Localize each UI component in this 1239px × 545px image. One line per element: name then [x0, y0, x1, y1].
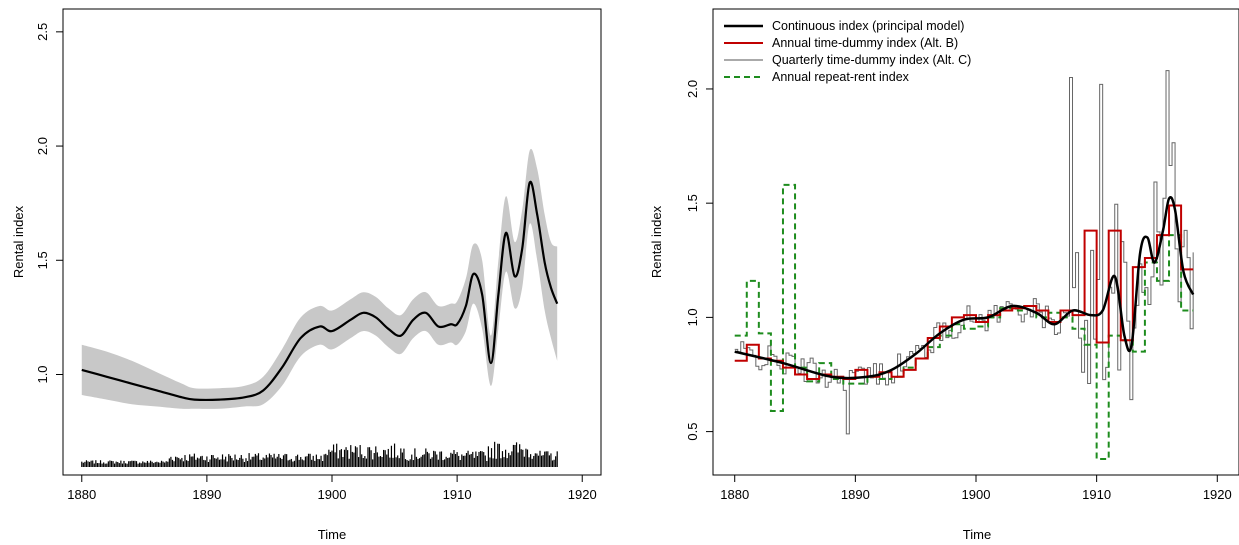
left-x-axis-title: Time: [318, 527, 346, 542]
right-x-axis: 1880 1890 1900 1910 1920: [720, 475, 1232, 502]
quarterly-index-path: [734, 70, 1194, 435]
annual-index-line: [734, 204, 1194, 381]
right-y-axis: 0.5 1.0 1.5 2.0: [685, 80, 713, 441]
legend-label-continuous: Continuous index (principal model): [772, 19, 964, 33]
left-y-axis-title: Rental index: [11, 205, 26, 278]
repeat-rent-index-line: [734, 183, 1194, 461]
index-line: [81, 180, 559, 402]
left-panel: 1880 1890 1900 1910 1920 1.0 1.5 2.0 2.5 Time R…: [11, 8, 602, 542]
confidence-band-area: [81, 148, 558, 409]
legend-label-repeat-rent: Annual repeat-rent index: [772, 70, 910, 84]
y-tick-label: 2.0: [685, 80, 700, 98]
right-x-axis-title: Time: [963, 527, 991, 542]
quarterly-index-line: [734, 70, 1194, 435]
right-y-axis-title: Rental index: [649, 205, 664, 278]
y-tick-label: 2.5: [35, 23, 50, 41]
x-tick-label: 1900: [962, 487, 991, 502]
left-x-axis: 1880 1890 1900 1910 1920: [67, 475, 597, 502]
x-tick-label: 1880: [720, 487, 749, 502]
x-tick-label: 1890: [841, 487, 870, 502]
x-tick-label: 1920: [1203, 487, 1232, 502]
right-panel: 1880 1890 1900 1910 1920 0.5 1.0 1.5 2.0 Time R…: [649, 8, 1239, 542]
y-tick-label: 1.0: [685, 308, 700, 326]
continuous-index-path: [734, 195, 1195, 380]
y-tick-label: 1.5: [685, 194, 700, 212]
x-tick-label: 1920: [568, 487, 597, 502]
y-tick-label: 1.0: [35, 365, 50, 383]
x-tick-label: 1900: [318, 487, 347, 502]
confidence-band: [81, 148, 558, 409]
y-tick-label: 2.0: [35, 137, 50, 155]
annual-index-path: [734, 204, 1194, 381]
y-tick-label: 0.5: [685, 423, 700, 441]
legend-label-quarterly: Quarterly time-dummy index (Alt. C): [772, 53, 971, 67]
observation-count-bars: [81, 441, 558, 467]
right-plot-area: [734, 70, 1195, 461]
legend: Continuous index (principal model) Annua…: [724, 19, 971, 84]
left-plot-area: [81, 148, 559, 467]
left-y-axis: 1.0 1.5 2.0 2.5: [35, 23, 63, 384]
x-tick-label: 1910: [1082, 487, 1111, 502]
repeat-rent-index-path: [734, 183, 1194, 461]
y-tick-label: 1.5: [35, 251, 50, 269]
x-tick-label: 1880: [67, 487, 96, 502]
x-tick-label: 1910: [443, 487, 472, 502]
legend-label-annual: Annual time-dummy index (Alt. B): [772, 36, 958, 50]
index-line-path: [81, 180, 559, 402]
x-tick-label: 1890: [192, 487, 221, 502]
continuous-index-line: [734, 195, 1195, 380]
